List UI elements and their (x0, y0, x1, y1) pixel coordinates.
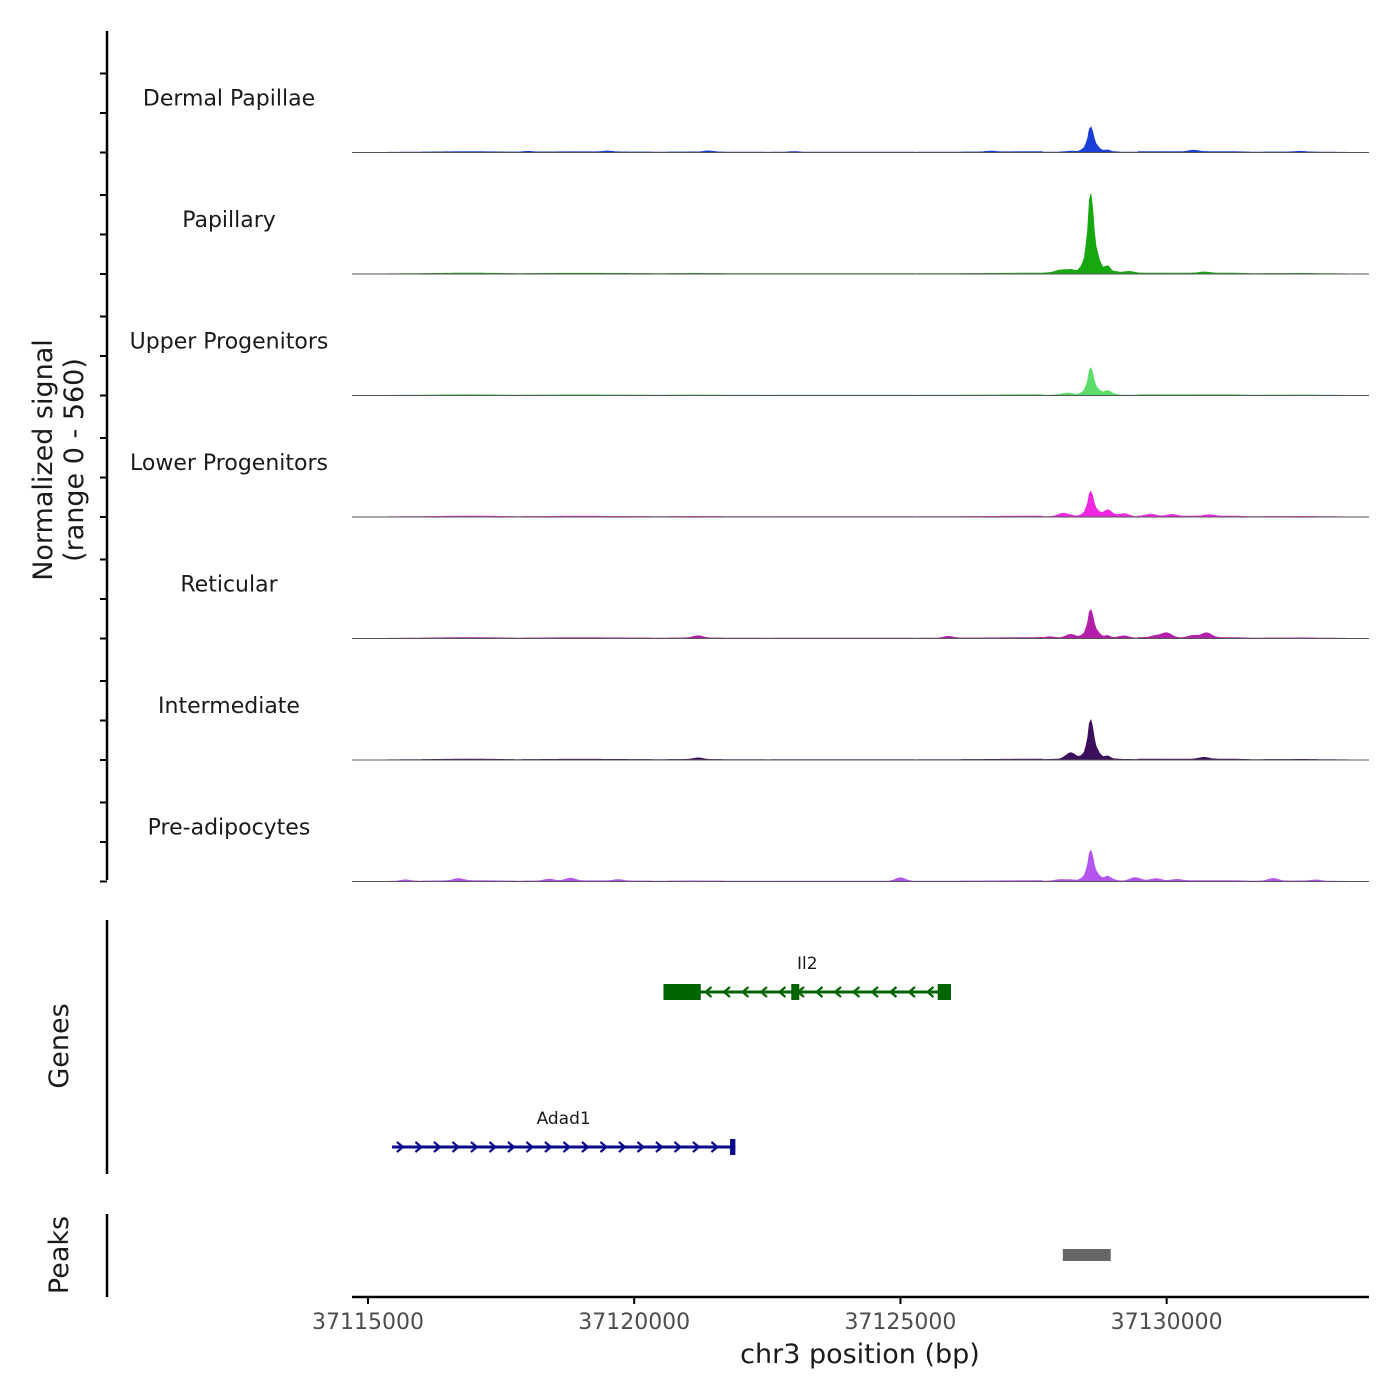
strand-arrow (673, 1141, 683, 1153)
coverage-area (352, 490, 1369, 518)
coverage-area (352, 366, 1369, 396)
coverage-y-axis-ticks (100, 72, 107, 883)
gene-il2: Il2 (663, 954, 952, 1000)
coverage-area (352, 718, 1369, 761)
strand-arrow (525, 1141, 535, 1153)
strand-arrow (488, 1141, 498, 1153)
x-tick-label: 37125000 (844, 1310, 956, 1335)
x-axis-label: chr3 position (bp) (740, 1339, 980, 1370)
gene-exon (663, 984, 701, 1000)
peak-track (1062, 1249, 1111, 1261)
track-upper-progenitors: Upper Progenitors (130, 330, 1369, 396)
strand-arrow (433, 1141, 442, 1153)
strand-arrow (925, 986, 935, 998)
coverage-area (352, 126, 1369, 153)
strand-arrow (907, 986, 916, 998)
strand-arrow (414, 1141, 424, 1153)
x-tick-label: 37120000 (578, 1310, 690, 1335)
track-label: Upper Progenitors (130, 330, 329, 355)
strand-arrow (722, 986, 731, 998)
track-label: Reticular (180, 573, 278, 598)
strand-arrow (396, 1141, 405, 1153)
gene-track: Il2 Adad1 (391, 954, 952, 1155)
gene-exon (937, 984, 952, 1000)
strand-arrow (451, 1141, 461, 1153)
gene-label: Il2 (797, 954, 818, 974)
coverage-area (352, 193, 1369, 275)
x-axis-ticks: 37115000 37120000 37125000 37130000 (312, 1297, 1223, 1335)
track-dermal-papillae: Dermal Papillae (143, 87, 1369, 153)
strand-arrow (888, 986, 898, 998)
track-label: Lower Progenitors (130, 451, 328, 476)
gene-label: Adad1 (537, 1109, 591, 1129)
strand-arrow (562, 1141, 572, 1153)
strand-arrow (851, 986, 861, 998)
strand-arrow (470, 1141, 479, 1153)
strand-arrow (581, 1141, 590, 1153)
gene-exon (730, 1139, 736, 1155)
strand-arrow (777, 986, 787, 998)
strand-arrow (870, 986, 879, 998)
x-tick-label: 37115000 (312, 1310, 424, 1335)
strand-arrow (655, 1141, 664, 1153)
track-intermediate: Intermediate (158, 694, 1369, 761)
coverage-area (352, 849, 1369, 882)
track-papillary: Papillary (182, 193, 1369, 275)
strand-arrow (759, 986, 768, 998)
gene-exon (791, 984, 800, 1000)
y-axis-label-line2: (range 0 - 560) (59, 358, 90, 562)
peaks-panel-label: Peaks (44, 1216, 75, 1294)
coverage-area (352, 608, 1369, 639)
strand-arrow (833, 986, 842, 998)
strand-arrow (740, 986, 750, 998)
track-label: Papillary (182, 208, 276, 233)
x-tick-label: 37130000 (1111, 1310, 1223, 1335)
strand-arrow (703, 986, 713, 998)
strand-arrow (507, 1141, 516, 1153)
track-label: Intermediate (158, 694, 300, 719)
strand-arrow (636, 1141, 646, 1153)
track-label: Dermal Papillae (143, 87, 315, 112)
track-reticular: Reticular (180, 573, 1369, 639)
strand-arrow (618, 1141, 627, 1153)
strand-arrow (814, 986, 824, 998)
y-axis-label-line1: Normalized signal (28, 339, 59, 581)
gene-adad1: Adad1 (391, 1109, 736, 1155)
strand-arrow (544, 1141, 553, 1153)
track-pre-adipocytes: Pre-adipocytes (148, 816, 1369, 882)
strand-arrow (692, 1141, 701, 1153)
track-label: Pre-adipocytes (148, 816, 311, 841)
strand-arrow (710, 1141, 720, 1153)
genes-panel-label: Genes (44, 1003, 75, 1088)
strand-arrow (599, 1141, 609, 1153)
peak-region (1062, 1249, 1111, 1261)
track-lower-progenitors: Lower Progenitors (130, 451, 1369, 518)
coverage-tracks: Dermal Papillae Papillary Upper Progenitor… (130, 87, 1369, 882)
